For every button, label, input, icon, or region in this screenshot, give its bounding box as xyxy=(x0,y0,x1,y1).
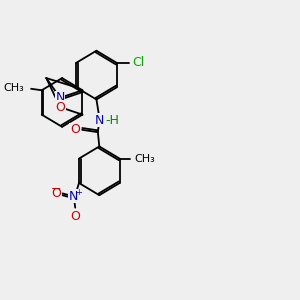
Text: N: N xyxy=(94,114,104,127)
Text: O: O xyxy=(55,100,65,114)
Text: N: N xyxy=(69,190,79,203)
Text: O: O xyxy=(51,187,61,200)
Text: CH₃: CH₃ xyxy=(4,83,25,93)
Text: +: + xyxy=(75,188,82,197)
Text: -H: -H xyxy=(106,114,119,127)
Text: −: − xyxy=(51,183,61,196)
Text: O: O xyxy=(70,123,80,136)
Text: N: N xyxy=(56,91,65,104)
Text: CH₃: CH₃ xyxy=(134,154,155,164)
Text: Cl: Cl xyxy=(133,56,145,69)
Text: O: O xyxy=(70,210,80,223)
